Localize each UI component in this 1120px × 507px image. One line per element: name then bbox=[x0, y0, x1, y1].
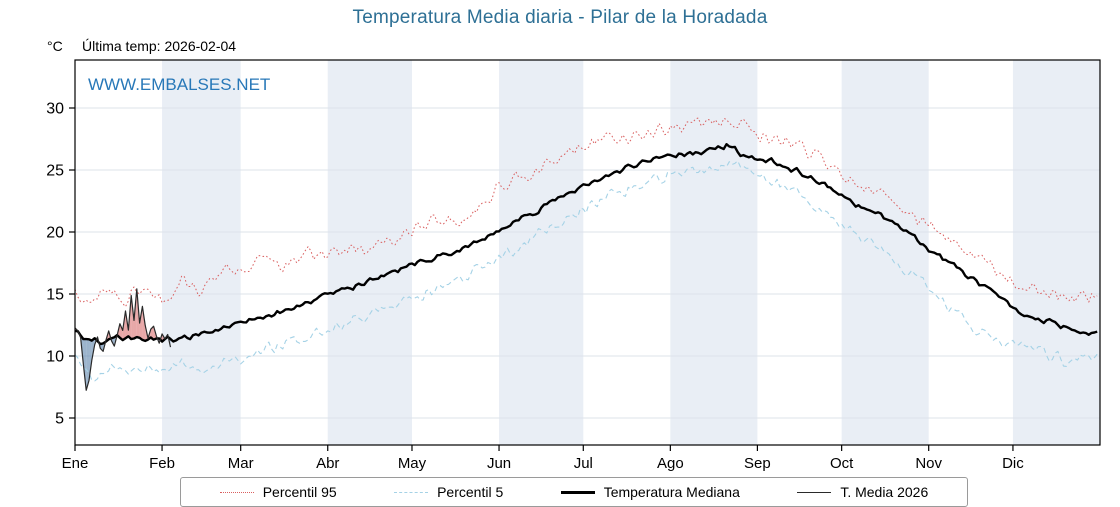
fill-above-segment bbox=[119, 323, 123, 341]
legend-sample-mediana-line bbox=[560, 490, 595, 494]
legend-item-t-media-2026: T. Media 2026 bbox=[797, 484, 928, 500]
month-band bbox=[499, 60, 584, 445]
x-tick-label: Ago bbox=[657, 455, 684, 472]
y-axis-unit-label: °C bbox=[47, 38, 63, 54]
fill-above-segment bbox=[150, 326, 154, 340]
y-tick-label: 10 bbox=[46, 349, 64, 366]
legend-item-mediana: Temperatura Mediana bbox=[560, 484, 740, 500]
y-tick-label: 5 bbox=[55, 411, 64, 428]
y-tick-label: 25 bbox=[46, 163, 64, 180]
legend-sample-p5-line bbox=[394, 491, 429, 493]
legend: Percentil 95 Percentil 5 Temperatura Med… bbox=[180, 477, 968, 507]
temperature-chart-plot: 5 10 15 20 25 30 Ene Feb Mar Abr May Jun Jul Ago Sep Oc… bbox=[46, 59, 1101, 473]
month-band bbox=[162, 60, 241, 445]
legend-sample-p95-line bbox=[219, 491, 254, 493]
x-tick-label: Feb bbox=[149, 455, 175, 472]
x-tick-label: Mar bbox=[228, 455, 254, 472]
y-tick-label: 20 bbox=[46, 225, 64, 242]
month-band bbox=[841, 60, 929, 445]
legend-label-p95: Percentil 95 bbox=[262, 484, 337, 500]
chart-title: Temperatura Media diaria - Pilar de la H… bbox=[352, 7, 768, 28]
gridlines bbox=[75, 107, 1100, 419]
x-tick-label: Nov bbox=[915, 455, 942, 472]
legend-label-2026: T. Media 2026 bbox=[840, 484, 929, 500]
x-tick-label: Dic bbox=[1002, 455, 1024, 472]
last-temp-label: Última temp: 2026-02-04 bbox=[82, 38, 237, 54]
fill-above-segment bbox=[139, 306, 143, 340]
axis-labels: 5 10 15 20 25 30 Ene Feb Mar Abr May Jun Jul Ago Sep Oc… bbox=[46, 101, 1024, 473]
month-band bbox=[327, 60, 412, 445]
month-bands bbox=[162, 60, 1100, 445]
x-tick-label: Ene bbox=[62, 455, 89, 472]
fill-below-segment bbox=[100, 343, 104, 352]
plot-border bbox=[74, 59, 1101, 446]
fill-below-segment bbox=[89, 339, 92, 381]
month-band bbox=[1012, 60, 1100, 445]
x-tick-label: Abr bbox=[316, 455, 339, 472]
legend-item-percentil-5: Percentil 5 bbox=[394, 484, 503, 500]
x-tick-label: May bbox=[398, 455, 427, 472]
y-tick-label: 30 bbox=[46, 101, 64, 118]
watermark: WWW.EMBALSES.NET bbox=[88, 75, 270, 94]
x-tick-label: Oct bbox=[830, 455, 854, 472]
series-lines bbox=[75, 117, 1098, 391]
axis-ticks bbox=[69, 107, 1014, 451]
series-line-median bbox=[75, 143, 1098, 346]
x-tick-label: Jun bbox=[487, 455, 511, 472]
legend-item-percentil-95: Percentil 95 bbox=[219, 484, 337, 500]
x-tick-label: Sep bbox=[744, 455, 771, 472]
y-tick-label: 15 bbox=[46, 287, 64, 304]
legend-sample-2026-line bbox=[797, 491, 832, 493]
fill-below-segment bbox=[86, 339, 90, 391]
legend-label-p5: Percentil 5 bbox=[437, 484, 504, 500]
fill-below-segment bbox=[83, 339, 87, 391]
legend-label-mediana: Temperatura Mediana bbox=[603, 484, 740, 500]
series-line-p5 bbox=[75, 160, 1098, 382]
month-band bbox=[670, 60, 758, 445]
x-tick-label: Jul bbox=[574, 455, 593, 472]
series-line-p95 bbox=[75, 117, 1098, 308]
series-line-t2026 bbox=[75, 288, 172, 391]
